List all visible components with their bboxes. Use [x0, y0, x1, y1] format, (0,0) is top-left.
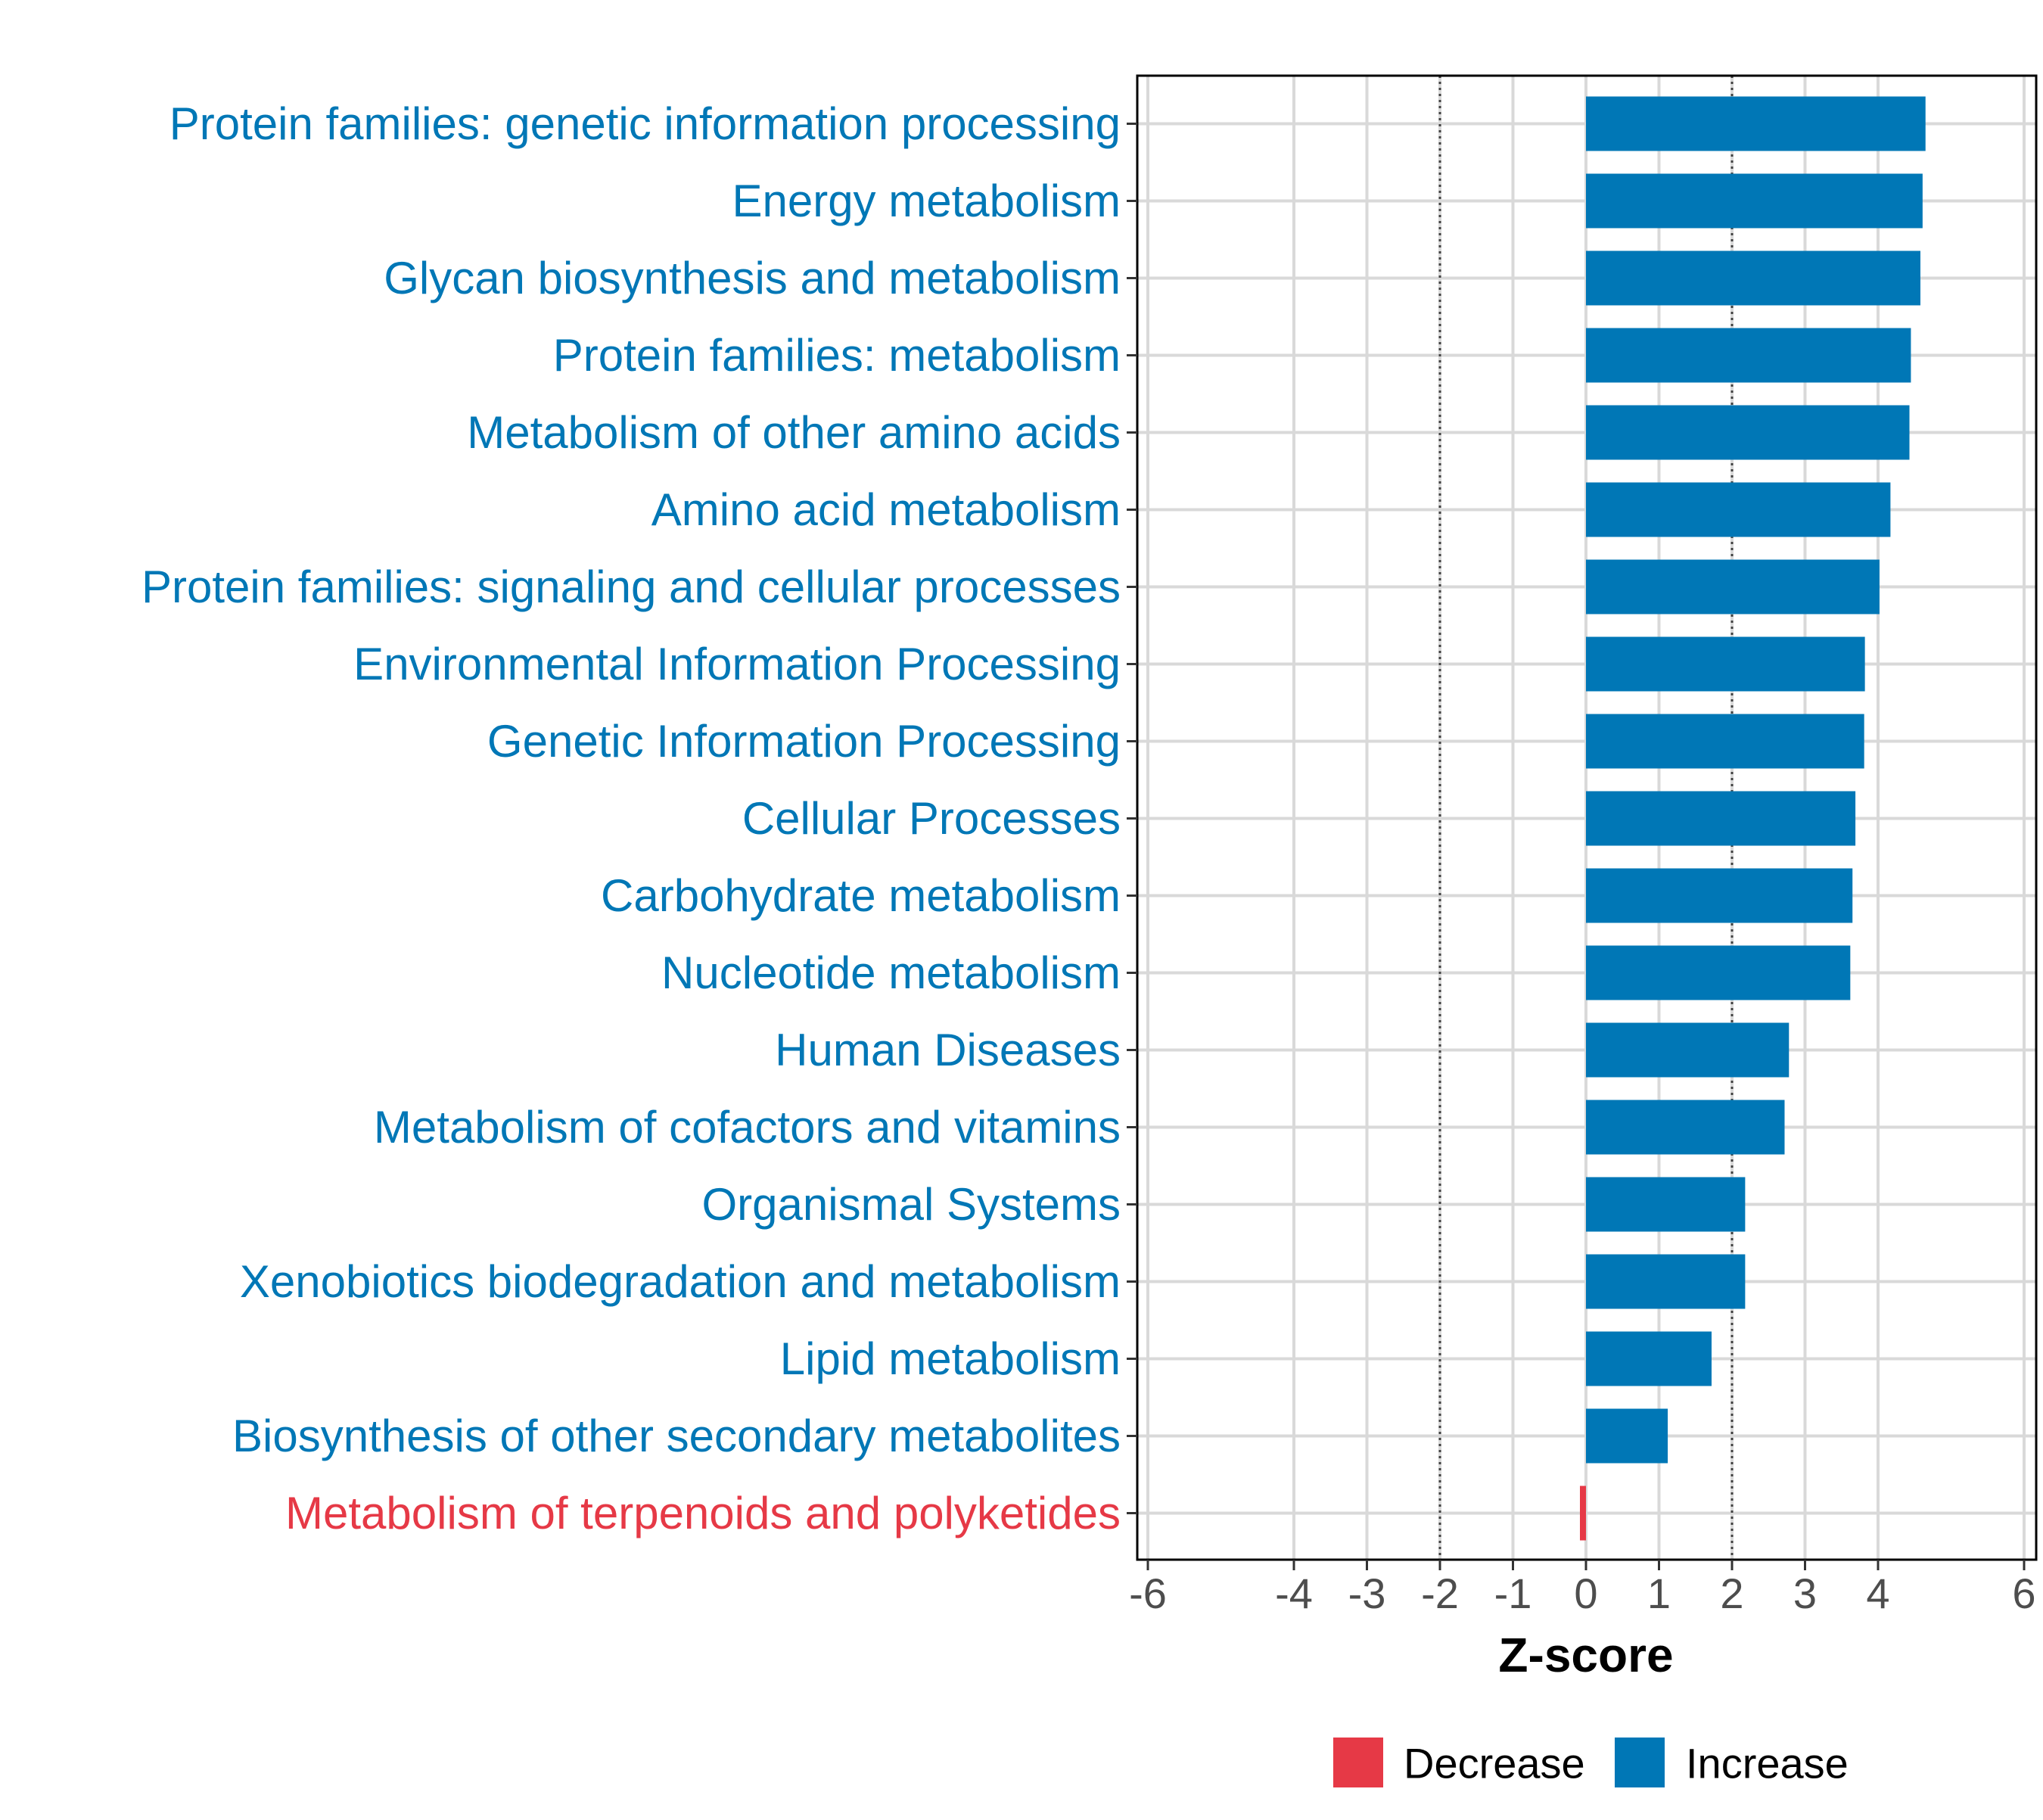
bar	[1586, 714, 1864, 769]
legend-label: Decrease	[1404, 1740, 1585, 1787]
bar	[1586, 559, 1880, 614]
y-tick-label: Biosynthesis of other secondary metaboli…	[232, 1411, 1121, 1461]
y-tick-label: Protein families: signaling and cellular…	[141, 562, 1121, 612]
bar	[1586, 482, 1891, 537]
legend-swatch	[1333, 1738, 1383, 1787]
bar	[1586, 791, 1856, 846]
bar	[1586, 636, 1865, 692]
bar	[1586, 96, 1926, 151]
bars	[1580, 96, 1926, 1541]
y-tick-label: Metabolism of terpenoids and polyketides	[285, 1488, 1121, 1538]
legend: Decrease Increase	[1333, 1738, 1849, 1787]
y-axis: Protein families: genetic information pr…	[141, 98, 1137, 1538]
y-tick-label: Cellular Processes	[742, 793, 1121, 844]
x-tick-label: 2	[1720, 1570, 1743, 1617]
reference-lines	[1438, 76, 1734, 1560]
x-tick-label: 0	[1574, 1570, 1597, 1617]
y-tick-label: Carbohydrate metabolism	[601, 870, 1121, 921]
legend-label: Increase	[1686, 1740, 1849, 1787]
y-tick-label: Lipid metabolism	[780, 1333, 1121, 1384]
bar	[1586, 1254, 1746, 1309]
y-tick-label: Protein families: genetic information pr…	[169, 98, 1121, 149]
legend-swatch	[1615, 1738, 1665, 1787]
y-tick-label: Metabolism of other amino acids	[467, 407, 1121, 458]
bar	[1586, 173, 1923, 229]
bar	[1586, 868, 1853, 923]
x-tick-label: -4	[1275, 1570, 1313, 1617]
y-tick-label: Glycan biosynthesis and metabolism	[384, 253, 1121, 303]
x-tick-label: 3	[1793, 1570, 1817, 1617]
y-tick-label: Xenobiotics biodegradation and metabolis…	[240, 1256, 1121, 1307]
x-axis-title: Z-score	[1498, 1628, 1673, 1682]
y-tick-label: Nucleotide metabolism	[661, 947, 1121, 998]
x-axis: -6 -4 -3 -2 -1 0 1 2 3 4 6	[1129, 1560, 2036, 1617]
x-tick-label: 6	[2012, 1570, 2035, 1617]
x-tick-label: -3	[1348, 1570, 1386, 1617]
bar	[1586, 1100, 1785, 1155]
y-tick-label: Amino acid metabolism	[651, 484, 1121, 535]
y-tick-label: Protein families: metabolism	[553, 330, 1121, 381]
bar	[1586, 328, 1911, 383]
y-tick-label: Organismal Systems	[702, 1179, 1121, 1230]
bar	[1586, 405, 1910, 460]
x-tick-label: -1	[1494, 1570, 1532, 1617]
bar	[1580, 1486, 1586, 1541]
y-tick-label: Metabolism of cofactors and vitamins	[374, 1102, 1121, 1153]
bar	[1586, 1408, 1668, 1464]
bar	[1586, 1331, 1712, 1386]
x-tick-label: -2	[1421, 1570, 1459, 1617]
x-tick-label: 4	[1866, 1570, 1889, 1617]
bar	[1586, 1022, 1790, 1078]
x-tick-label: -6	[1129, 1570, 1167, 1617]
y-tick-label: Energy metabolism	[732, 176, 1121, 226]
bar	[1586, 250, 1920, 306]
y-tick-label: Genetic Information Processing	[487, 716, 1121, 767]
bar	[1586, 945, 1851, 1000]
y-tick-label: Environmental Information Processing	[353, 639, 1121, 689]
x-tick-label: 1	[1647, 1570, 1671, 1617]
y-tick-label: Human Diseases	[775, 1025, 1121, 1075]
bar	[1586, 1177, 1746, 1232]
